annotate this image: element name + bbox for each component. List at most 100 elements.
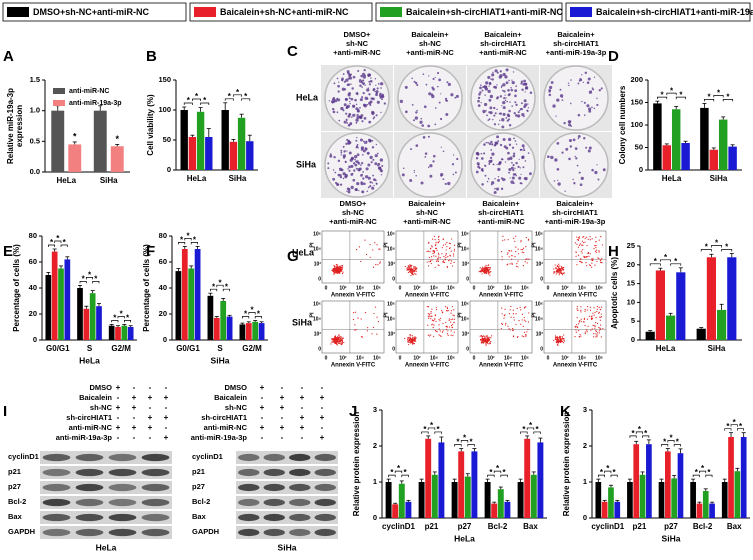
colony-dot <box>362 91 365 95</box>
y-tick-label: 1 <box>373 477 377 486</box>
x-tick-label: 10⁴ <box>504 355 513 361</box>
event-dot <box>357 317 359 319</box>
legend-label: anti-miR-19a-3p <box>69 100 122 107</box>
row-label: SiHa <box>292 317 313 327</box>
event-dot <box>503 317 505 319</box>
x-tick-label: p21 <box>425 522 439 531</box>
colony-dot <box>356 116 360 119</box>
event-dot <box>435 247 437 249</box>
treatment-label: anti-miR-NC <box>69 423 113 432</box>
event-dot <box>600 236 602 238</box>
bar <box>655 270 665 340</box>
event-dot <box>527 328 529 331</box>
colony-dot <box>371 139 374 142</box>
colony-dot <box>454 96 457 99</box>
colony-dot <box>381 165 384 167</box>
event-dot <box>441 310 443 312</box>
treatment-mark: - <box>261 433 264 442</box>
colony-dot <box>362 149 366 153</box>
colony-dot <box>434 76 436 79</box>
colony-dot <box>481 157 484 160</box>
event-dot <box>581 249 584 251</box>
significance-bracket <box>421 431 429 434</box>
treatment-mark: + <box>132 393 137 402</box>
event-dot <box>450 324 453 327</box>
event-dot <box>501 256 503 258</box>
treatment-mark: + <box>148 413 153 422</box>
significance: * <box>186 232 190 241</box>
colony-dot <box>366 88 370 92</box>
event-dot <box>415 268 417 270</box>
blot-band <box>42 528 71 537</box>
colony-dot <box>576 164 579 167</box>
event-dot <box>333 340 335 342</box>
event-dot <box>561 340 563 342</box>
colony-dot <box>347 114 351 118</box>
colony-dot <box>548 93 552 97</box>
colony-dot <box>485 141 488 144</box>
event-dot <box>501 323 504 326</box>
x-tick-label: Bax <box>523 522 538 531</box>
colony-dot <box>555 115 557 117</box>
significance: * <box>56 234 60 243</box>
significance: * <box>707 468 711 477</box>
bar <box>734 471 741 518</box>
colony-dot <box>358 189 360 192</box>
event-dot <box>486 334 488 337</box>
y-tick-label: 150 <box>158 75 171 84</box>
event-dot <box>594 325 596 327</box>
y-axis-label: Relative protein expression <box>562 412 571 517</box>
event-dot <box>443 255 445 258</box>
bar <box>220 301 227 340</box>
error-bar <box>55 105 60 111</box>
x-tick-label: Bcl-2 <box>488 522 508 531</box>
column-header: sh-NC <box>342 208 365 217</box>
colony-dot <box>374 162 378 166</box>
event-dot <box>590 258 593 260</box>
colony-dot <box>499 95 503 98</box>
event-dot <box>595 250 597 252</box>
colony-dot <box>591 168 594 172</box>
event-dot <box>427 250 430 252</box>
event-dot <box>451 265 454 267</box>
colony-dot <box>552 104 556 108</box>
event-dot <box>595 333 597 335</box>
colony-dot <box>376 152 379 155</box>
colony-dot <box>505 116 508 119</box>
event-dot <box>428 317 430 319</box>
error-bar <box>646 439 651 445</box>
event-dot <box>442 238 444 240</box>
colony-dot <box>586 104 590 108</box>
colony-dot <box>521 113 525 117</box>
error-bar <box>702 103 707 108</box>
blot-strip <box>40 451 172 464</box>
colony-dot <box>505 81 509 85</box>
bar <box>68 144 82 172</box>
bar <box>666 315 676 340</box>
event-dot <box>427 242 430 244</box>
error-bar <box>247 134 252 142</box>
colony-dot <box>494 178 496 180</box>
bar <box>58 268 64 340</box>
colony-dot <box>353 105 356 108</box>
blot-strip <box>236 496 338 509</box>
event-dot <box>439 335 441 337</box>
significance: * <box>397 464 401 473</box>
colony-dot <box>499 70 502 73</box>
treatment-mark: + <box>116 403 121 412</box>
colony-dot <box>496 187 500 191</box>
colony-dot <box>338 81 340 83</box>
event-dot <box>447 256 449 258</box>
blot-band <box>238 528 260 537</box>
colony-dot <box>424 155 427 158</box>
error-bar <box>109 323 114 326</box>
panel-letter: A <box>3 48 14 65</box>
colony-dot <box>588 90 593 94</box>
event-dot <box>438 256 440 258</box>
blot-band <box>42 483 71 492</box>
event-dot <box>523 252 525 254</box>
event-dot <box>556 340 559 342</box>
event-dot <box>584 324 586 327</box>
colony-dot <box>514 101 517 104</box>
event-dot <box>334 338 336 340</box>
